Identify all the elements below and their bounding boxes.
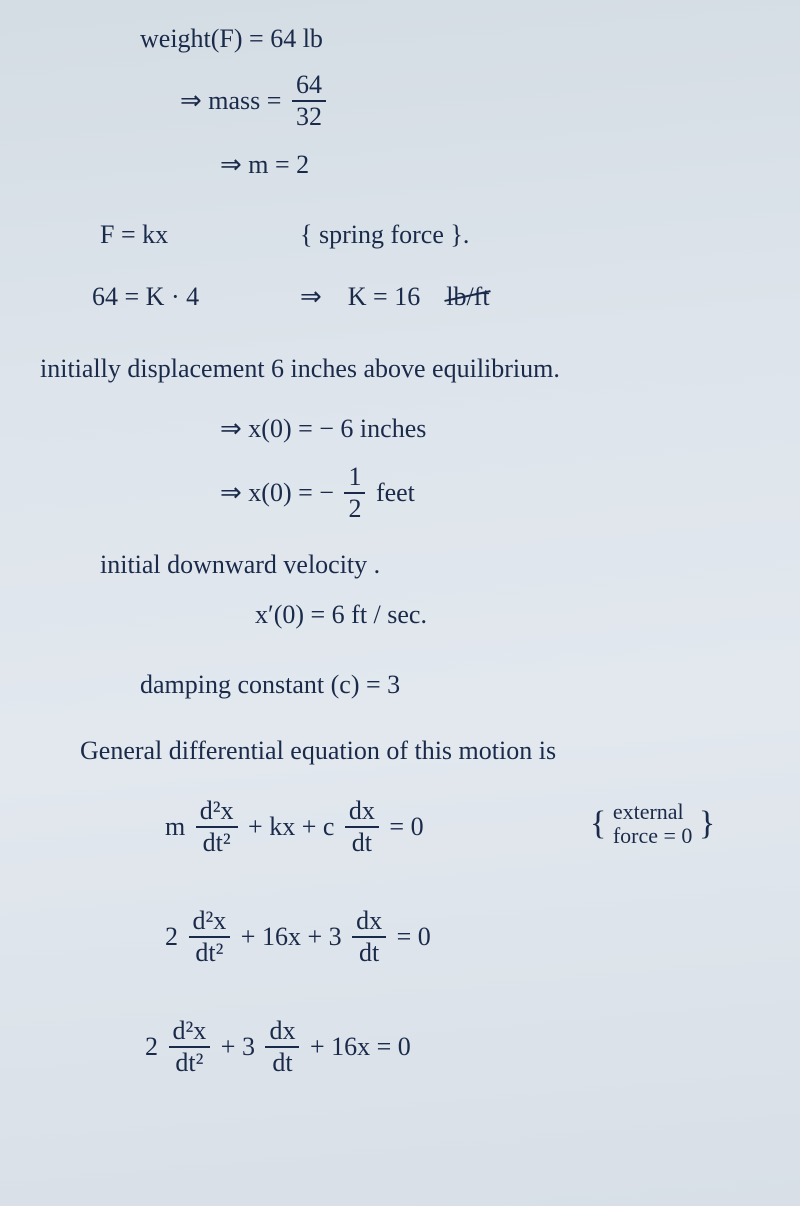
line-initially: initially displacement 6 inches above eq… <box>40 352 560 386</box>
line-f-kx: F = kx <box>100 218 168 252</box>
fraction-dx-dt: dx dt <box>265 1018 299 1076</box>
plus-3: + 3 <box>221 1032 255 1061</box>
numerator: d²x <box>189 908 231 938</box>
text: ⇒ x(0) = − <box>220 478 334 507</box>
two: 2 <box>145 1032 158 1061</box>
numerator: d²x <box>169 1018 211 1048</box>
line-64-k4: 64 = K · 4 <box>92 280 199 314</box>
line-ode-general: m d²x dt² + kx + c dx dt = 0 <box>165 800 424 858</box>
equals-zero: = 0 <box>397 922 431 951</box>
fraction-d2x-dt2: d²x dt² <box>189 908 231 966</box>
note-bot: force = 0 <box>613 823 693 848</box>
line-x0-inches: ⇒ x(0) = − 6 inches <box>220 412 426 446</box>
fraction-d2x-dt2: d²x dt² <box>169 1018 211 1076</box>
numerator: 1 <box>344 464 365 494</box>
plus-kx-c: + kx + c <box>248 812 334 841</box>
denominator: 32 <box>292 102 326 130</box>
numerator: dx <box>352 908 386 938</box>
line-ext-force-note: { external force = 0 } <box>590 800 715 848</box>
brace-left: { <box>590 807 606 841</box>
line-mass-eq: ⇒ mass = 64 32 <box>180 74 330 132</box>
numerator: dx <box>265 1018 299 1048</box>
fraction-64-32: 64 32 <box>292 72 326 130</box>
m: m <box>165 812 185 841</box>
denominator: dt <box>352 938 386 966</box>
numerator: d²x <box>196 798 238 828</box>
plus-16x-zero: + 16x = 0 <box>310 1032 411 1061</box>
plus-16x-3: + 16x + 3 <box>241 922 342 951</box>
line-weight: weight(F) = 64 lb <box>140 22 323 56</box>
fraction-d2x-dt2: d²x dt² <box>196 798 238 856</box>
fraction-1-2: 1 2 <box>344 464 365 522</box>
arrow: ⇒ K = 16 <box>300 282 446 311</box>
line-x0-feet: ⇒ x(0) = − 1 2 feet <box>220 466 415 524</box>
line-damping: damping constant (c) = 3 <box>140 668 400 702</box>
numerator: dx <box>345 798 379 828</box>
brace-right: } <box>699 807 715 841</box>
line-xprime0: x′(0) = 6 ft / sec. <box>255 598 427 632</box>
denominator: dt² <box>196 828 238 856</box>
line-ode-sub1: 2 d²x dt² + 16x + 3 dx dt = 0 <box>165 910 431 968</box>
line-spring-force-note: { spring force }. <box>300 218 469 252</box>
denominator: dt <box>265 1048 299 1076</box>
two: 2 <box>165 922 178 951</box>
fraction-dx-dt: dx dt <box>352 908 386 966</box>
note-top: external <box>613 799 684 824</box>
text: ⇒ mass = <box>180 86 281 115</box>
denominator: dt² <box>169 1048 211 1076</box>
text: feet <box>376 478 415 507</box>
denominator: dt² <box>189 938 231 966</box>
struck-lb: lb/ft <box>446 280 489 314</box>
line-k-16: ⇒ K = 16 lb/ft <box>300 280 490 314</box>
note-stack: external force = 0 <box>613 800 693 848</box>
handwritten-page: weight(F) = 64 lb ⇒ mass = 64 32 ⇒ m = 2… <box>0 0 800 1206</box>
line-ode-sub2: 2 d²x dt² + 3 dx dt + 16x = 0 <box>145 1020 411 1078</box>
denominator: dt <box>345 828 379 856</box>
line-initial-velocity-label: initial downward velocity . <box>100 548 380 582</box>
line-m-equals-2: ⇒ m = 2 <box>220 148 309 182</box>
denominator: 2 <box>344 494 365 522</box>
numerator: 64 <box>292 72 326 102</box>
equals-zero: = 0 <box>389 812 423 841</box>
line-general-eq-label: General differential equation of this mo… <box>80 734 556 768</box>
fraction-dx-dt: dx dt <box>345 798 379 856</box>
